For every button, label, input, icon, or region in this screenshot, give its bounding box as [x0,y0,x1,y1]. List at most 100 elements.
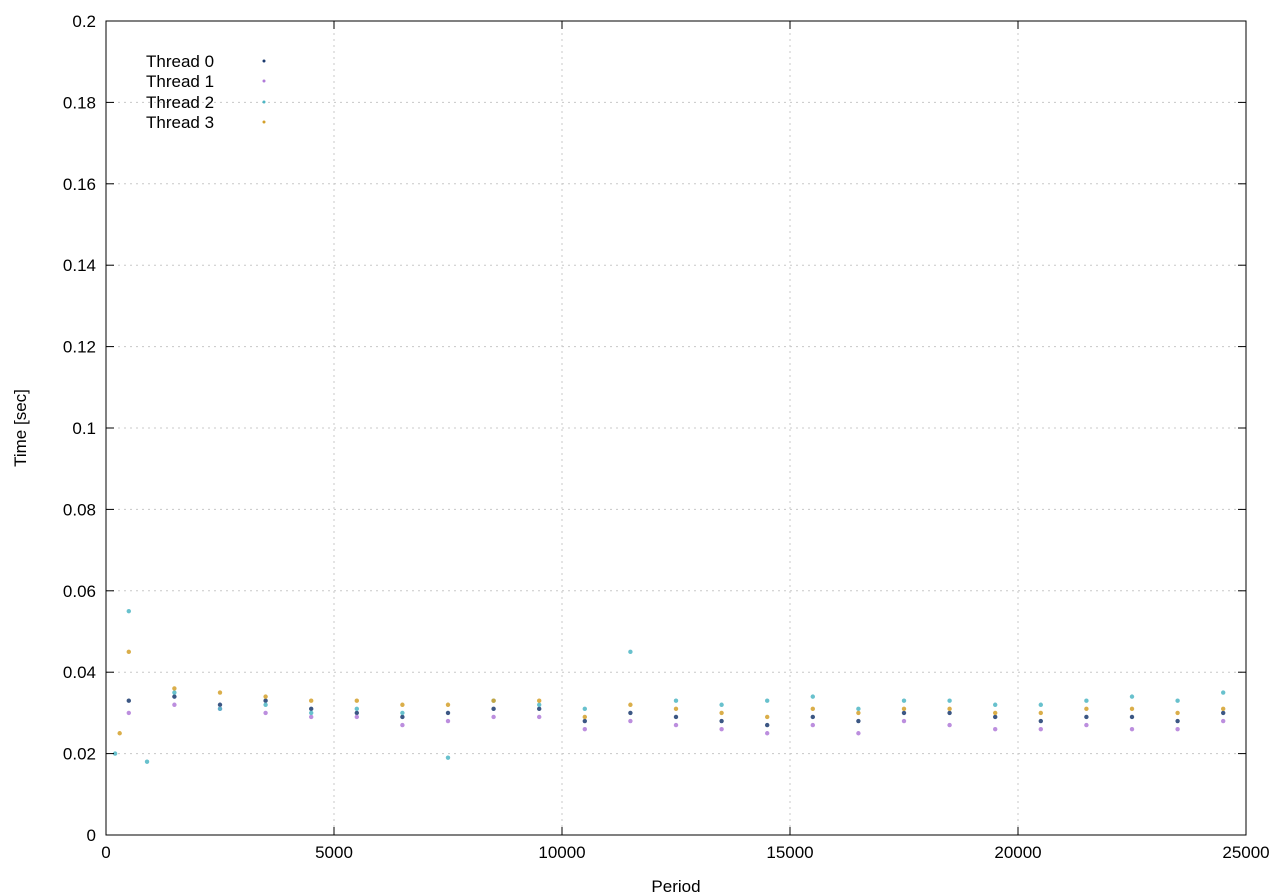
data-point [1221,718,1226,724]
data-point [673,714,679,720]
data-point [810,694,815,699]
data-point [856,731,861,736]
points-layer [112,608,1226,764]
data-point [1084,698,1089,703]
data-point [810,706,815,712]
data-point [1038,718,1044,724]
data-point [810,714,815,720]
data-point [1084,706,1089,712]
data-point [1129,714,1135,720]
data-point [1129,706,1135,712]
data-point [217,690,223,695]
data-point [1084,722,1089,728]
x-tick-label: 5000 [315,843,353,862]
y-tick-label: 0.12 [63,338,96,357]
data-point [117,731,122,736]
data-point [947,710,952,716]
data-point [400,702,405,707]
data-point [537,698,542,703]
x-axis-label: Period [651,877,700,896]
data-point [947,698,952,703]
data-point [309,698,314,703]
data-point [172,686,177,691]
data-point [1038,710,1044,716]
data-point [1221,690,1226,695]
y-tick-label: 0.02 [63,745,96,764]
legend-marker [262,120,266,124]
data-point [537,714,542,720]
x-tick-label: 20000 [994,843,1041,862]
data-point [856,718,861,724]
data-point [765,731,770,736]
y-tick-label: 0.1 [72,419,96,438]
data-point [144,759,150,764]
data-point [1175,698,1180,703]
data-point [172,694,177,699]
data-point [628,710,633,716]
legend: Thread 0 Thread 1 Thread 2 Thread 3 [146,52,266,132]
data-point [582,718,587,724]
data-point [765,722,770,728]
data-point [445,718,451,724]
data-point [217,702,223,707]
data-point [993,702,998,707]
data-point [765,714,770,720]
data-point [1038,726,1044,732]
data-point [673,698,679,703]
tick-labels-layer: 0 5000 10000 15000 20000 25000 0 0.02 0.04 0.06 0.… [63,12,1270,862]
data-point [263,710,268,716]
data-point [400,714,405,720]
data-point [719,718,724,724]
data-point [993,726,998,732]
data-point [901,698,907,703]
data-point [537,706,542,712]
series-thread-0 [126,694,1226,728]
data-point [309,714,314,720]
data-point [719,702,724,707]
data-point [263,702,268,707]
data-point [673,706,679,712]
data-point [445,702,451,707]
data-point [491,698,496,703]
data-point [901,718,907,724]
data-point [1038,702,1044,707]
legend-marker [262,100,266,104]
data-point [263,694,268,699]
data-point [217,706,223,712]
x-tick-label: 10000 [538,843,585,862]
data-point [1175,726,1180,732]
series-thread-2 [112,608,1226,764]
data-point [126,698,131,703]
data-point [1129,726,1135,732]
y-tick-label: 0.18 [63,93,96,112]
data-point [354,714,359,720]
data-point [856,710,861,716]
series-thread-1 [126,702,1226,736]
y-tick-label: 0.14 [63,256,96,275]
data-point [856,706,861,712]
data-point [947,706,952,712]
ticks-layer [105,20,1247,836]
data-point [126,608,131,614]
data-point [400,710,405,716]
data-point [126,710,131,716]
data-point [1175,710,1180,716]
data-point [309,706,314,712]
data-point [1221,706,1226,712]
data-point [947,722,952,728]
data-point [445,710,451,716]
data-point [810,722,815,728]
data-point [628,718,633,724]
data-point [1129,694,1135,699]
y-tick-label: 0.16 [63,175,96,194]
legend-marker [262,59,266,63]
data-point [901,706,907,712]
data-point [400,722,405,728]
x-tick-label: 0 [101,843,110,862]
data-point [719,710,724,716]
data-point [993,710,998,716]
data-point [582,714,587,720]
data-point [582,706,587,712]
data-point [112,751,118,756]
data-point [491,706,496,712]
